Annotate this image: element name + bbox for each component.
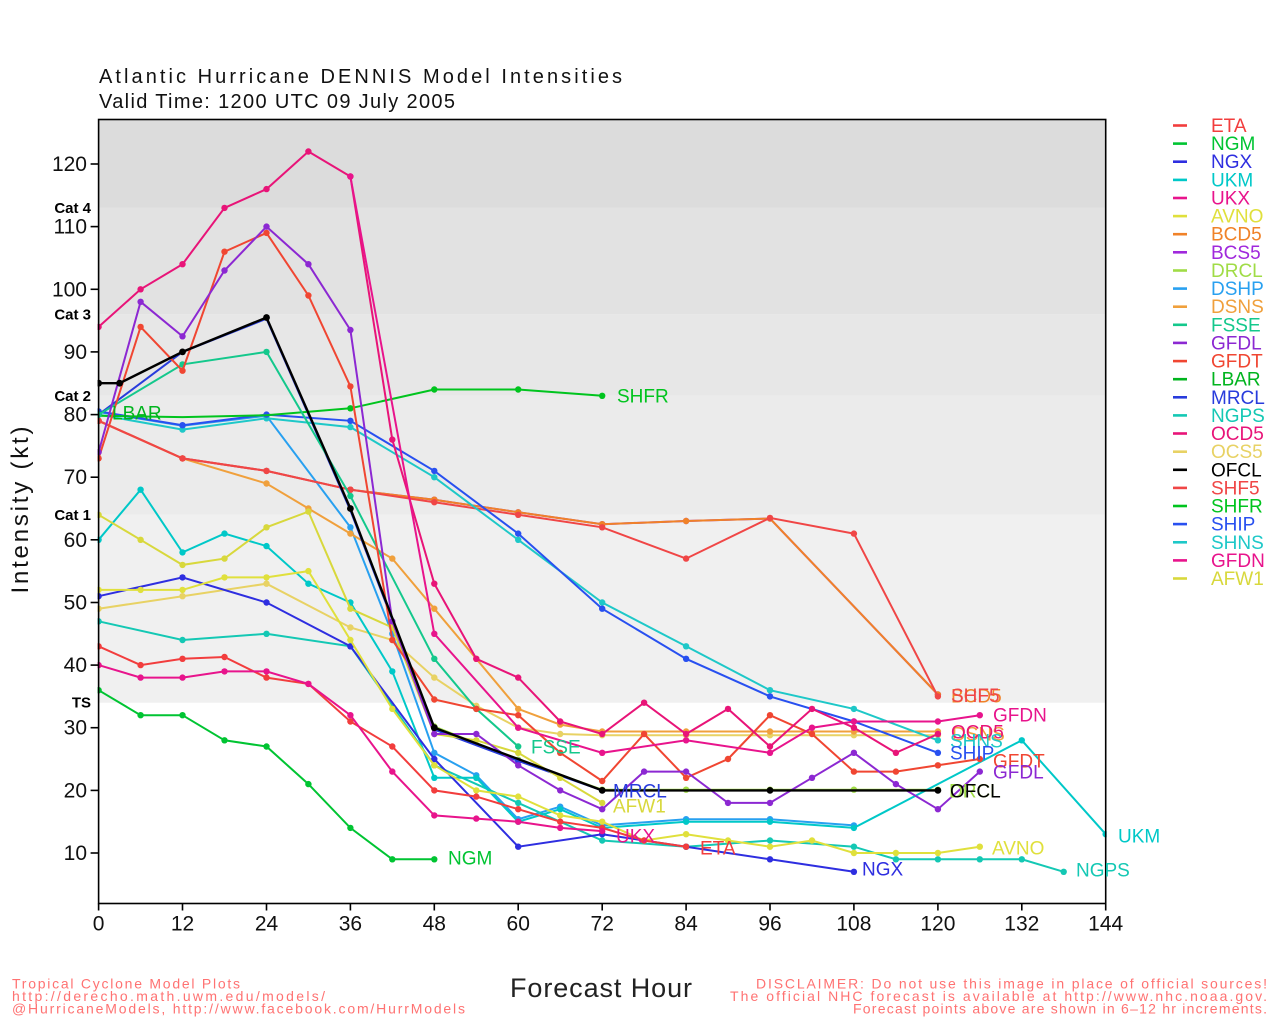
svg-text:Cat 1: Cat 1	[54, 507, 91, 524]
svg-text:80: 80	[64, 404, 87, 427]
svg-text:SHFR: SHFR	[617, 387, 669, 408]
svg-text:10: 10	[64, 842, 87, 865]
svg-text:http://derecho.math.uwm.edu/mo: http://derecho.math.uwm.edu/models/	[12, 988, 325, 1004]
svg-text:OCD5: OCD5	[1211, 424, 1264, 445]
svg-text:DSNS: DSNS	[1211, 297, 1264, 318]
svg-text:100: 100	[52, 278, 87, 301]
svg-text:SHFR: SHFR	[1211, 497, 1263, 518]
svg-text:SHNS: SHNS	[1211, 533, 1264, 554]
svg-text:DISCLAIMER: Do not use this im: DISCLAIMER: Do not use this image in pla…	[756, 976, 1267, 992]
svg-text:SHF5: SHF5	[951, 686, 1000, 707]
svg-text:12: 12	[171, 913, 194, 936]
svg-text:UKX: UKX	[1211, 189, 1250, 210]
svg-text:Cat 4: Cat 4	[54, 200, 91, 217]
svg-text:BCD5: BCD5	[951, 687, 1002, 708]
svg-text:TS: TS	[72, 695, 91, 712]
svg-text:ETA: ETA	[1211, 116, 1247, 137]
svg-text:SHIP: SHIP	[950, 744, 994, 765]
svg-text:AVNO: AVNO	[1211, 207, 1263, 228]
svg-text:UKM: UKM	[1211, 170, 1253, 191]
svg-text:60: 60	[507, 913, 530, 936]
svg-text:UKM: UKM	[1118, 827, 1160, 848]
svg-text:84: 84	[674, 913, 698, 936]
svg-text:110: 110	[54, 216, 87, 239]
svg-text:AVNO: AVNO	[992, 839, 1044, 860]
svg-text:144: 144	[1088, 913, 1123, 936]
svg-text:OFCL: OFCL	[950, 782, 1001, 803]
svg-text:DSNS: DSNS	[952, 725, 1005, 746]
svg-text:20: 20	[64, 779, 87, 802]
svg-text:48: 48	[423, 913, 446, 936]
svg-text:FSSE: FSSE	[1211, 315, 1261, 336]
svg-text:0: 0	[93, 913, 105, 936]
svg-text:MRCL: MRCL	[1211, 388, 1265, 409]
svg-text:60: 60	[64, 529, 87, 552]
svg-text:UKX: UKX	[616, 827, 655, 848]
svg-text:Atlantic Hurricane DENNIS Mode: Atlantic Hurricane DENNIS Model Intensit…	[99, 66, 622, 88]
svg-text:DRCL: DRCL	[1211, 261, 1263, 282]
svg-text:Forecast points above are show: Forecast points above are shown in 6–12 …	[853, 1001, 1267, 1017]
svg-text:Forecast Hour: Forecast Hour	[510, 973, 692, 1003]
svg-text:NGX: NGX	[1211, 152, 1253, 173]
svg-text:Valid Time: 1200 UTC 09 July 2: Valid Time: 1200 UTC 09 July 2005	[99, 91, 455, 113]
svg-text:70: 70	[64, 466, 87, 489]
svg-text:AFW1: AFW1	[613, 797, 666, 818]
svg-text:Intensity (kt): Intensity (kt)	[7, 427, 34, 594]
svg-text:NGX: NGX	[862, 860, 904, 881]
svg-text:OCS5: OCS5	[1211, 442, 1263, 463]
svg-text:72: 72	[591, 913, 614, 936]
svg-text:36: 36	[339, 913, 362, 936]
svg-text:120: 120	[920, 913, 955, 936]
svg-text:90: 90	[64, 341, 87, 364]
svg-text:NGPS: NGPS	[1076, 861, 1130, 882]
svg-text:@HurricaneModels, http://www.f: @HurricaneModels, http://www.facebook.co…	[12, 1001, 465, 1017]
svg-text:LBAR: LBAR	[1211, 370, 1261, 391]
svg-text:108: 108	[836, 913, 871, 936]
svg-text:OCD5: OCD5	[951, 723, 1004, 744]
svg-text:NGM: NGM	[448, 849, 492, 870]
svg-text:ETA: ETA	[700, 839, 736, 860]
svg-text:AFW1: AFW1	[1211, 569, 1264, 590]
svg-text:SHNS: SHNS	[950, 732, 1003, 753]
svg-text:NGPS: NGPS	[1211, 406, 1265, 427]
svg-text:GFDT: GFDT	[1211, 352, 1263, 373]
svg-text:LBAR: LBAR	[112, 404, 162, 425]
svg-text:30: 30	[64, 717, 87, 740]
svg-text:NGM: NGM	[1211, 134, 1255, 155]
svg-text:The official NHC forecast is a: The official NHC forecast is available a…	[730, 988, 1267, 1004]
svg-text:GFDT: GFDT	[993, 752, 1045, 773]
svg-text:SHIP: SHIP	[1211, 515, 1255, 536]
svg-text:Cat 2: Cat 2	[54, 388, 91, 405]
svg-text:FSSE: FSSE	[531, 738, 581, 759]
svg-text:GFDL: GFDL	[993, 763, 1044, 784]
svg-text:BCS5: BCS5	[1211, 243, 1261, 264]
svg-text:GFDN: GFDN	[1211, 551, 1265, 572]
svg-text:120: 120	[52, 153, 87, 176]
svg-text:DRCL: DRCL	[949, 782, 1001, 803]
svg-text:96: 96	[758, 913, 781, 936]
svg-text:Cat 3: Cat 3	[54, 306, 91, 323]
svg-text:GFDN: GFDN	[993, 706, 1047, 727]
svg-text:OFCL: OFCL	[1211, 460, 1262, 481]
svg-text:132: 132	[1004, 913, 1039, 936]
svg-text:SHF5: SHF5	[1211, 478, 1260, 499]
svg-text:MRCL: MRCL	[613, 782, 667, 803]
svg-text:BCD5: BCD5	[1211, 225, 1262, 246]
svg-text:24: 24	[255, 913, 279, 936]
svg-text:40: 40	[64, 654, 87, 677]
svg-text:50: 50	[64, 592, 87, 615]
svg-text:GFDL: GFDL	[1211, 333, 1262, 354]
svg-text:DSHP: DSHP	[1211, 279, 1264, 300]
